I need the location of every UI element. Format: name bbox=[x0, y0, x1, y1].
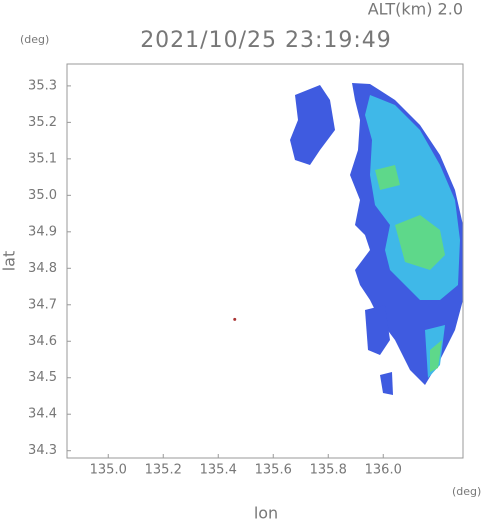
y-tick-label: 34.8 bbox=[28, 261, 57, 276]
x-unit: (deg) bbox=[452, 485, 481, 498]
radar-site bbox=[233, 317, 237, 321]
y-tick-label: 34.5 bbox=[28, 370, 57, 385]
x-tick-label: 135.4 bbox=[200, 463, 237, 478]
y-tick-label: 34.9 bbox=[28, 224, 57, 239]
plot-frame bbox=[66, 63, 464, 459]
y-unit: (deg) bbox=[20, 33, 49, 46]
y-tick-label: 34.6 bbox=[28, 334, 57, 349]
y-tick-label: 34.7 bbox=[28, 297, 57, 312]
x-tick-label: 136.0 bbox=[365, 463, 402, 478]
y-tick-label: 34.4 bbox=[28, 407, 57, 422]
y-tick-label: 35.3 bbox=[28, 78, 57, 93]
y-tick-label: 35.2 bbox=[28, 115, 57, 130]
radar-echo bbox=[290, 83, 463, 395]
y-tick-label: 34.3 bbox=[28, 443, 57, 458]
chart-title: 2021/10/25 23:19:49 bbox=[140, 28, 392, 53]
x-tick-label: 135.2 bbox=[145, 463, 182, 478]
y-tick-label: 35.0 bbox=[28, 188, 57, 203]
y-tick-label: 35.1 bbox=[28, 151, 57, 166]
x-axis-label: lon bbox=[254, 504, 278, 521]
x-tick-label: 135.0 bbox=[90, 463, 127, 478]
altitude-label: ALT(km) 2.0 bbox=[368, 0, 463, 19]
x-tick-label: 135.8 bbox=[310, 463, 347, 478]
y-axis-label: lat bbox=[0, 251, 19, 272]
x-tick-label: 135.6 bbox=[255, 463, 292, 478]
